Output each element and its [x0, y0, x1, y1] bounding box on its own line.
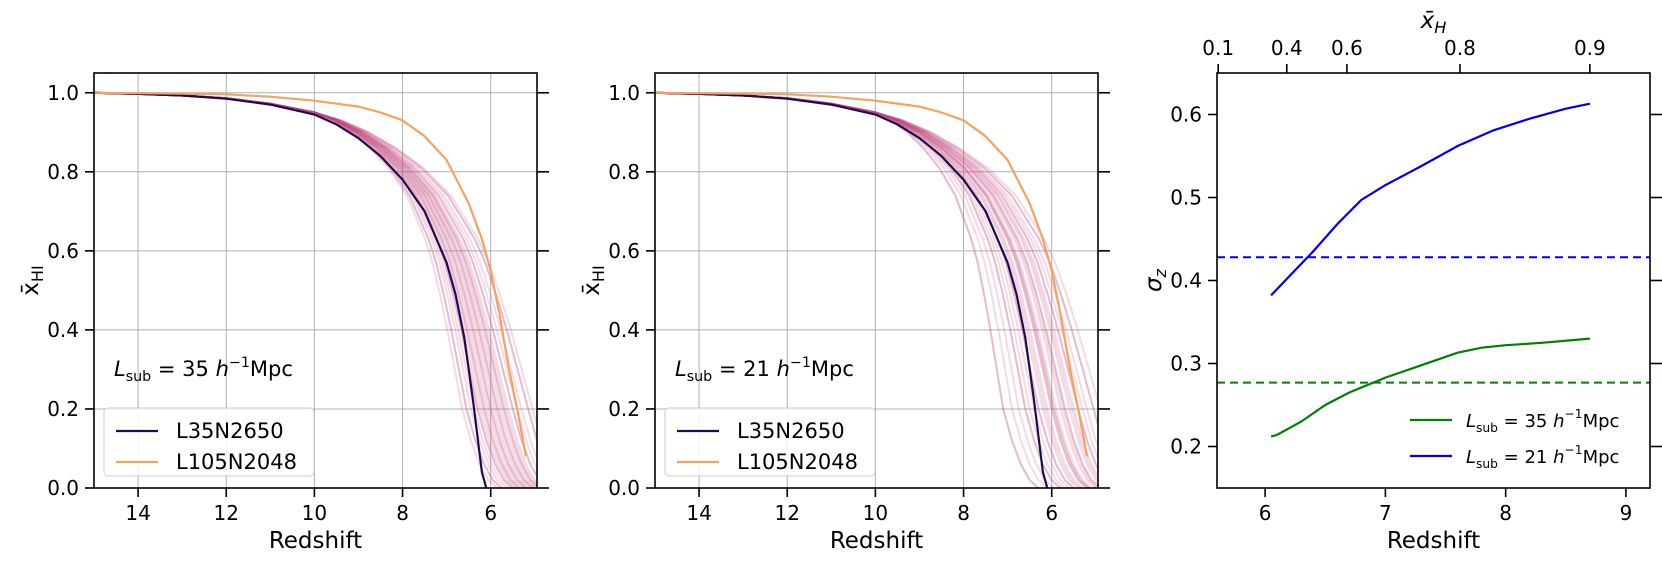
top-x-tick-label: 0.6	[1331, 36, 1363, 60]
x-axis-label: Redshift	[830, 528, 923, 554]
x-tick-label: 7	[1379, 501, 1392, 525]
x-axis-label: Redshift	[1387, 528, 1480, 554]
legend: L35N2650 L105N2048	[103, 407, 315, 477]
series-line-2	[1270, 102, 1591, 297]
legend-label: L35N2650	[737, 419, 845, 443]
x-tick-label: 14	[686, 501, 711, 525]
lsub-annotation: Lsub = 21 h−1Mpc	[675, 355, 854, 385]
plot-area	[94, 91, 537, 488]
legend-frame	[103, 407, 315, 477]
legend: L35N2650 L105N2048	[664, 407, 876, 477]
plot-area	[1217, 102, 1650, 438]
x-tick-label: 9	[1620, 501, 1633, 525]
x-tick-label: 6	[1259, 501, 1272, 525]
legend-label: Lsub = 35 h−1Mpc	[1466, 407, 1619, 435]
y-tick-label: 0.0	[608, 476, 640, 500]
x-tick-label: 8	[1499, 501, 1512, 525]
top-x-tick-label: 0.8	[1444, 36, 1476, 60]
y-tick-label: 0.4	[47, 318, 79, 342]
series-line-1	[1270, 337, 1590, 438]
y-tick-label: 1.0	[47, 81, 79, 105]
lsub-annotation: Lsub = 35 h−1Mpc	[114, 355, 293, 385]
legend-label: L105N2048	[176, 450, 297, 474]
series-line-1	[655, 91, 1049, 488]
top-x-tick-label: 0.4	[1271, 36, 1303, 60]
y-tick-label: 0.8	[608, 160, 640, 184]
y-tick-label: 0.0	[47, 476, 79, 500]
y-tick-label: 0.2	[608, 397, 640, 421]
x-tick-label: 6	[1045, 501, 1058, 525]
panel-1-lsub-35: 14 12 10 8 6 0.0 0.2 0.4 0.6 0.8 1.0 Redshift x̄HI Ls…	[18, 72, 549, 554]
x-tick-label: 8	[396, 501, 409, 525]
top-x-tick-label: 0.9	[1574, 36, 1606, 60]
x-tick-label: 12	[775, 501, 800, 525]
y-tick-label: 0.3	[1170, 352, 1202, 376]
legend-label: Lsub = 21 h−1Mpc	[1466, 443, 1619, 471]
y-tick-label: 0.4	[608, 318, 640, 342]
axes-frame	[93, 72, 538, 489]
y-axis-label: x̄HI	[18, 265, 47, 295]
top-x-axis-label: x̄H	[1420, 8, 1447, 37]
legend-label: L35N2650	[176, 419, 284, 443]
x-axis-label: Redshift	[269, 528, 362, 554]
y-tick-label: 0.6	[1170, 103, 1202, 127]
y-tick-label: 0.6	[47, 239, 79, 263]
axes-frame	[654, 72, 1099, 489]
y-tick-label: 0.6	[608, 239, 640, 263]
y-tick-label: 1.0	[608, 81, 640, 105]
legend: Lsub = 35 h−1Mpc Lsub = 21 h−1Mpc	[1410, 407, 1619, 471]
x-tick-label: 14	[125, 501, 150, 525]
x-tick-label: 6	[484, 501, 497, 525]
x-tick-label: 8	[957, 501, 970, 525]
x-tick-label: 10	[863, 501, 888, 525]
series-line-2	[94, 91, 528, 457]
y-axis-label: x̄HI	[579, 265, 608, 295]
panel-3-sigma-z: 6 7 8 9 0.2 0.3 0.4 0.5 0.6 Redshift σz 0.1 0.4 0.6 0.…	[1141, 8, 1662, 554]
y-tick-label: 0.4	[1170, 269, 1202, 293]
plot-area	[655, 91, 1098, 488]
legend-label: L105N2048	[737, 450, 858, 474]
y-tick-label: 0.2	[47, 397, 79, 421]
panel-2-lsub-21: 14 12 10 8 6 0.0 0.2 0.4 0.6 0.8 1.0 Redshift x̄HI Ls…	[579, 72, 1110, 554]
series-line-1	[94, 91, 488, 488]
y-axis-label: σz	[1141, 268, 1170, 292]
y-tick-label: 0.5	[1170, 186, 1202, 210]
y-tick-label: 0.8	[47, 160, 79, 184]
series-line-2	[655, 91, 1089, 457]
top-x-tick-label: 0.1	[1202, 36, 1234, 60]
y-tick-label: 0.2	[1170, 435, 1202, 459]
x-tick-label: 12	[214, 501, 239, 525]
legend-frame	[664, 407, 876, 477]
x-tick-label: 10	[302, 501, 327, 525]
